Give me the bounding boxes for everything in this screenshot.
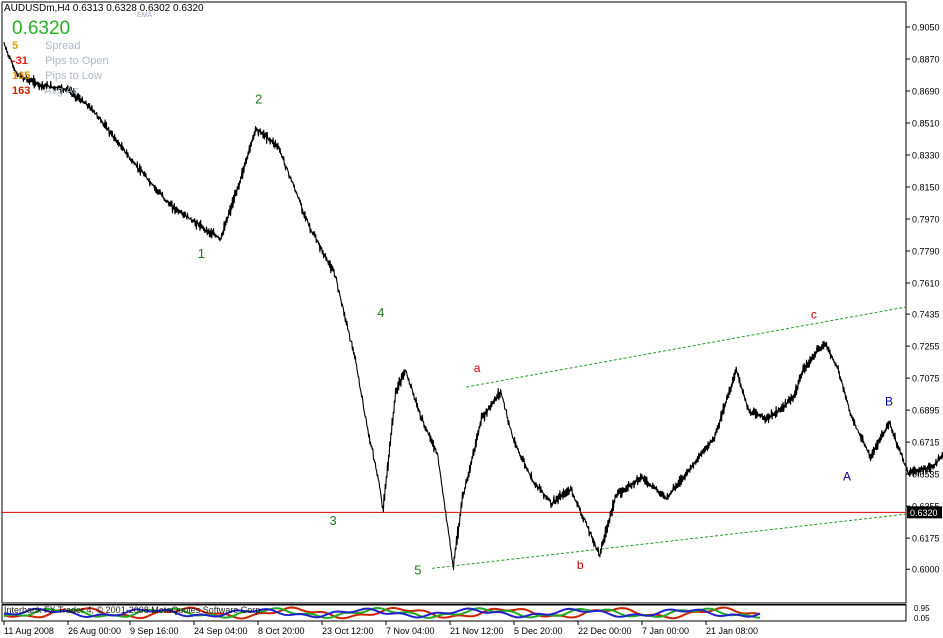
x-tick-label: 21 Nov 12:00 (450, 626, 504, 636)
wave-labels: 12345abce?dABc (198, 91, 893, 578)
pips-to-open-value: -31 (12, 55, 28, 67)
wave-label-A: A (843, 469, 851, 483)
wave-label-5: 5 (414, 563, 421, 578)
trend-channel (2, 306, 907, 569)
wave-label-b: b (577, 558, 584, 572)
y-tick-label: 0.7970 (912, 215, 940, 225)
oscillator-green-line (3, 606, 760, 619)
current-price-box (907, 506, 942, 519)
spread-row: 5 Spread (12, 40, 81, 52)
wave-label-a: a (474, 361, 481, 375)
y-tick-label: 0.6000 (912, 565, 940, 575)
x-tick-label: 8 Oct 20:00 (258, 626, 305, 636)
osc-tick-label: 0.95 (914, 604, 930, 613)
wave-label-3: 3 (330, 513, 337, 528)
copyright-text: Interbank FX Trader 4, © 2001-2008 MetaQ… (4, 605, 263, 615)
info-panel: AUDUSDm,H4 0.6313 0.6328 0.6302 0.6320 E… (0, 0, 204, 110)
pips-to-low-value: 165 (12, 70, 31, 82)
oscillator-blue-line (4, 607, 761, 619)
y-tick-label: 0.6895 (912, 406, 940, 416)
x-tick-label: 7 Jan 00:00 (642, 626, 689, 636)
x-tick-label: 5 Dec 20:00 (514, 626, 563, 636)
channel-lower-line[interactable] (431, 513, 907, 569)
x-tick-label: 21 Jan 08:00 (706, 626, 758, 636)
x-tick-label: 23 Oct 12:00 (322, 626, 374, 636)
y-tick-label: 0.7075 (912, 374, 940, 384)
chart-title: AUDUSDm,H4 0.6313 0.6328 0.6302 0.6320 (4, 3, 204, 14)
pips-to-low-label: Pips to Low (45, 70, 102, 82)
x-tick-label: 22 Dec 00:00 (578, 626, 632, 636)
spread-label: Spread (45, 40, 81, 52)
price-axis: 0.9050 0.8870 0.8690 0.8510 0.8330 0.8150 0.79… (906, 23, 942, 623)
price-line (3, 41, 943, 571)
avg-row: 163 Avg Ac (12, 85, 79, 97)
wave-label-c: c (811, 308, 817, 322)
y-tick-label: 0.6715 (912, 438, 940, 448)
oscillator-subwindow (3, 606, 761, 620)
chart-frame (1, 1, 907, 622)
avg-label: Avg Ac (44, 85, 79, 97)
y-tick-label: 0.6175 (912, 534, 940, 544)
current-price: 0.6320 (12, 18, 71, 39)
y-tick-label: 0.7435 (912, 310, 940, 320)
x-tick-label: 11 Aug 2008 (4, 626, 54, 636)
y-tick-label: 0.8690 (912, 87, 940, 97)
x-tick-label: 9 Sep 16:00 (130, 626, 179, 636)
avg-value: 163 (12, 85, 31, 97)
x-tick-label: 7 Nov 04:00 (386, 626, 435, 636)
current-price-axis-label: 0.6320 (910, 508, 938, 518)
y-tick-label: 0.7610 (912, 279, 940, 289)
wave-label-1: 1 (198, 246, 205, 261)
time-axis: 11 Aug 2008 26 Aug 00:00 9 Sep 16:00 24 Sep… (3, 621, 758, 636)
indicator-label: EMA (137, 12, 153, 19)
y-tick-label: 0.7255 (912, 342, 940, 352)
spread-value: 5 (12, 40, 19, 52)
y-tick-label: 0.7790 (912, 247, 940, 257)
x-tick-label: 26 Aug 00:00 (68, 626, 121, 636)
channel-upper-line[interactable] (466, 306, 907, 388)
osc-tick-label: 0.05 (914, 614, 930, 623)
pips-to-open-label: Pips to Open (45, 55, 109, 67)
pips-to-low-row: 165 Pips to Low (12, 70, 102, 82)
y-tick-label: 0.6535 (912, 470, 940, 480)
pips-to-open-row: -31 Pips to Open (12, 55, 109, 67)
y-tick-label: 0.8330 (912, 151, 940, 161)
y-tick-label: 0.8510 (912, 119, 940, 129)
y-tick-label: 0.8150 (912, 183, 940, 193)
plot-border (1, 1, 907, 604)
x-tick-label: 24 Sep 04:00 (194, 626, 248, 636)
subwindow-border (1, 604, 907, 622)
y-tick-label: 0.8870 (912, 55, 940, 65)
price-series (3, 41, 943, 571)
wave-label-2: 2 (255, 91, 262, 106)
wave-label-4: 4 (377, 305, 384, 320)
wave-label-B: B (885, 395, 893, 409)
y-tick-label: 0.9050 (912, 23, 940, 33)
